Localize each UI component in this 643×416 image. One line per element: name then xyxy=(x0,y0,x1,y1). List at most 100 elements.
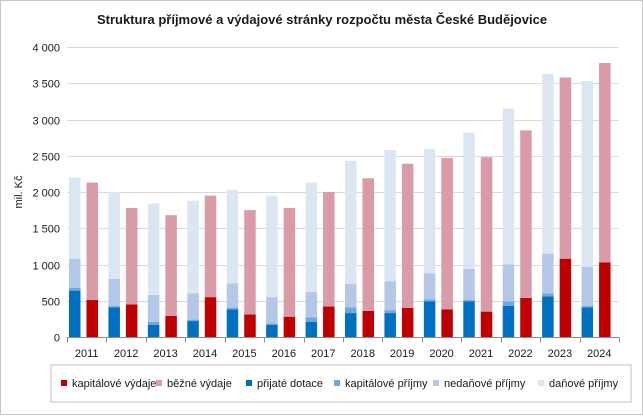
bar-segment xyxy=(108,307,120,337)
bar-segment xyxy=(244,210,256,315)
bar-segment xyxy=(266,297,278,324)
bar-segment xyxy=(266,324,278,337)
bar-segment xyxy=(305,292,318,318)
y-tick-label: 2 000 xyxy=(32,188,60,200)
y-axis-label: mil. Kč xyxy=(13,175,25,209)
x-tick-labels: 2011 2012 2013 2014 2015 2016 2017 2018 2019 2020… xyxy=(75,348,612,360)
bar-segment xyxy=(423,299,436,302)
legend-box xyxy=(50,364,632,403)
y-tick-label: 3 000 xyxy=(32,116,60,128)
bar-segment xyxy=(244,314,256,337)
bar-segment xyxy=(401,308,414,337)
bar-segment xyxy=(581,305,594,308)
bar-segment xyxy=(401,163,414,308)
legend: kapitálové výdaje běžné výdaje přijaté dot… xyxy=(61,378,619,390)
bar-segment xyxy=(502,301,515,306)
bar-segment xyxy=(125,304,138,337)
bar-segment xyxy=(423,301,436,337)
bar-segment xyxy=(384,310,396,314)
bar-segment xyxy=(69,287,81,291)
bar-segment xyxy=(345,307,357,314)
bar-segment xyxy=(502,264,515,302)
bar-segment xyxy=(305,321,318,337)
legend-label: kapitálové příjmy xyxy=(345,378,428,390)
bar-segment xyxy=(345,160,357,285)
legend-swatch xyxy=(246,380,252,386)
bar-segment xyxy=(226,283,239,308)
legend-label: nedaňové příjmy xyxy=(444,378,526,390)
bar-segment xyxy=(266,323,278,325)
bar-segment xyxy=(441,157,453,310)
legend-label: kapitálové výdaje xyxy=(72,378,156,390)
bar-segment xyxy=(463,301,475,337)
bar-segment xyxy=(542,293,554,297)
bar-segment xyxy=(283,207,296,317)
bar-segment xyxy=(520,130,532,298)
y-tick-label: 4 000 xyxy=(32,43,60,55)
x-tick-label: 2011 xyxy=(75,348,99,360)
y-tick-label: 500 xyxy=(42,297,60,309)
y-tick-label: 1 500 xyxy=(32,224,60,236)
bar-segment xyxy=(86,300,98,337)
legend-swatch xyxy=(538,380,544,386)
x-tick-label: 2012 xyxy=(114,348,138,360)
bar-segment xyxy=(226,309,239,337)
bar-segment xyxy=(581,81,594,267)
bar-segment xyxy=(542,296,554,337)
bar-segment xyxy=(226,308,239,310)
bar-segment xyxy=(187,321,199,337)
x-tick-label: 2022 xyxy=(508,348,532,360)
x-tick-label: 2015 xyxy=(232,348,256,360)
y-tick-label: 2 500 xyxy=(32,152,60,164)
x-axis xyxy=(67,337,620,343)
bar-segment xyxy=(305,317,318,322)
bar-segment xyxy=(463,268,475,301)
bar-segment xyxy=(187,293,199,320)
bar-segment xyxy=(147,324,160,337)
legend-swatch xyxy=(156,380,162,386)
y-tick-label: 3 500 xyxy=(32,79,60,91)
bar-segment xyxy=(384,149,396,282)
bar-segment xyxy=(283,316,296,337)
bar-segment xyxy=(108,279,120,306)
x-tick-label: 2021 xyxy=(469,348,493,360)
bar-segment xyxy=(323,306,335,337)
bar-segment xyxy=(384,281,396,311)
bar-segment xyxy=(204,195,217,298)
x-tick-label: 2023 xyxy=(548,348,572,360)
x-tick-label: 2020 xyxy=(429,348,453,360)
bar-segment xyxy=(441,309,453,337)
bar-segment xyxy=(423,149,436,274)
x-tick-label: 2016 xyxy=(272,348,296,360)
bar-segment xyxy=(362,178,374,311)
bar-segment xyxy=(502,108,515,265)
bar-segment xyxy=(266,195,278,298)
x-tick-label: 2013 xyxy=(153,348,177,360)
bar-segment xyxy=(125,207,138,305)
bar-segment xyxy=(559,77,572,259)
bar-segment xyxy=(147,294,160,322)
legend-swatch xyxy=(334,380,340,386)
bar-segment xyxy=(187,200,199,294)
bar-segment xyxy=(480,157,493,312)
bar-segment xyxy=(384,313,396,337)
bar-segment xyxy=(345,313,357,337)
y-tick-label: 1 000 xyxy=(32,261,60,273)
bar-segment xyxy=(463,300,475,302)
legend-label: běžné výdaje xyxy=(167,378,232,390)
bar-segment xyxy=(542,253,554,294)
bar-segment xyxy=(480,311,493,337)
bar-segment xyxy=(147,203,160,295)
legend-swatch xyxy=(61,380,67,386)
bar-segment xyxy=(165,215,177,316)
bar-segment xyxy=(542,73,554,254)
bar-segment xyxy=(463,132,475,269)
y-tick-label: 0 xyxy=(54,333,60,345)
x-tick-label: 2017 xyxy=(311,348,335,360)
legend-swatch xyxy=(433,380,439,386)
y-tick-labels: 0 500 1 000 1 500 2 000 2 500 3 000 3 500 4 000 xyxy=(32,43,60,345)
chart-title: Struktura příjmové a výdajové stránky ro… xyxy=(97,12,547,27)
bar-segment xyxy=(165,315,177,337)
bars xyxy=(69,62,611,337)
